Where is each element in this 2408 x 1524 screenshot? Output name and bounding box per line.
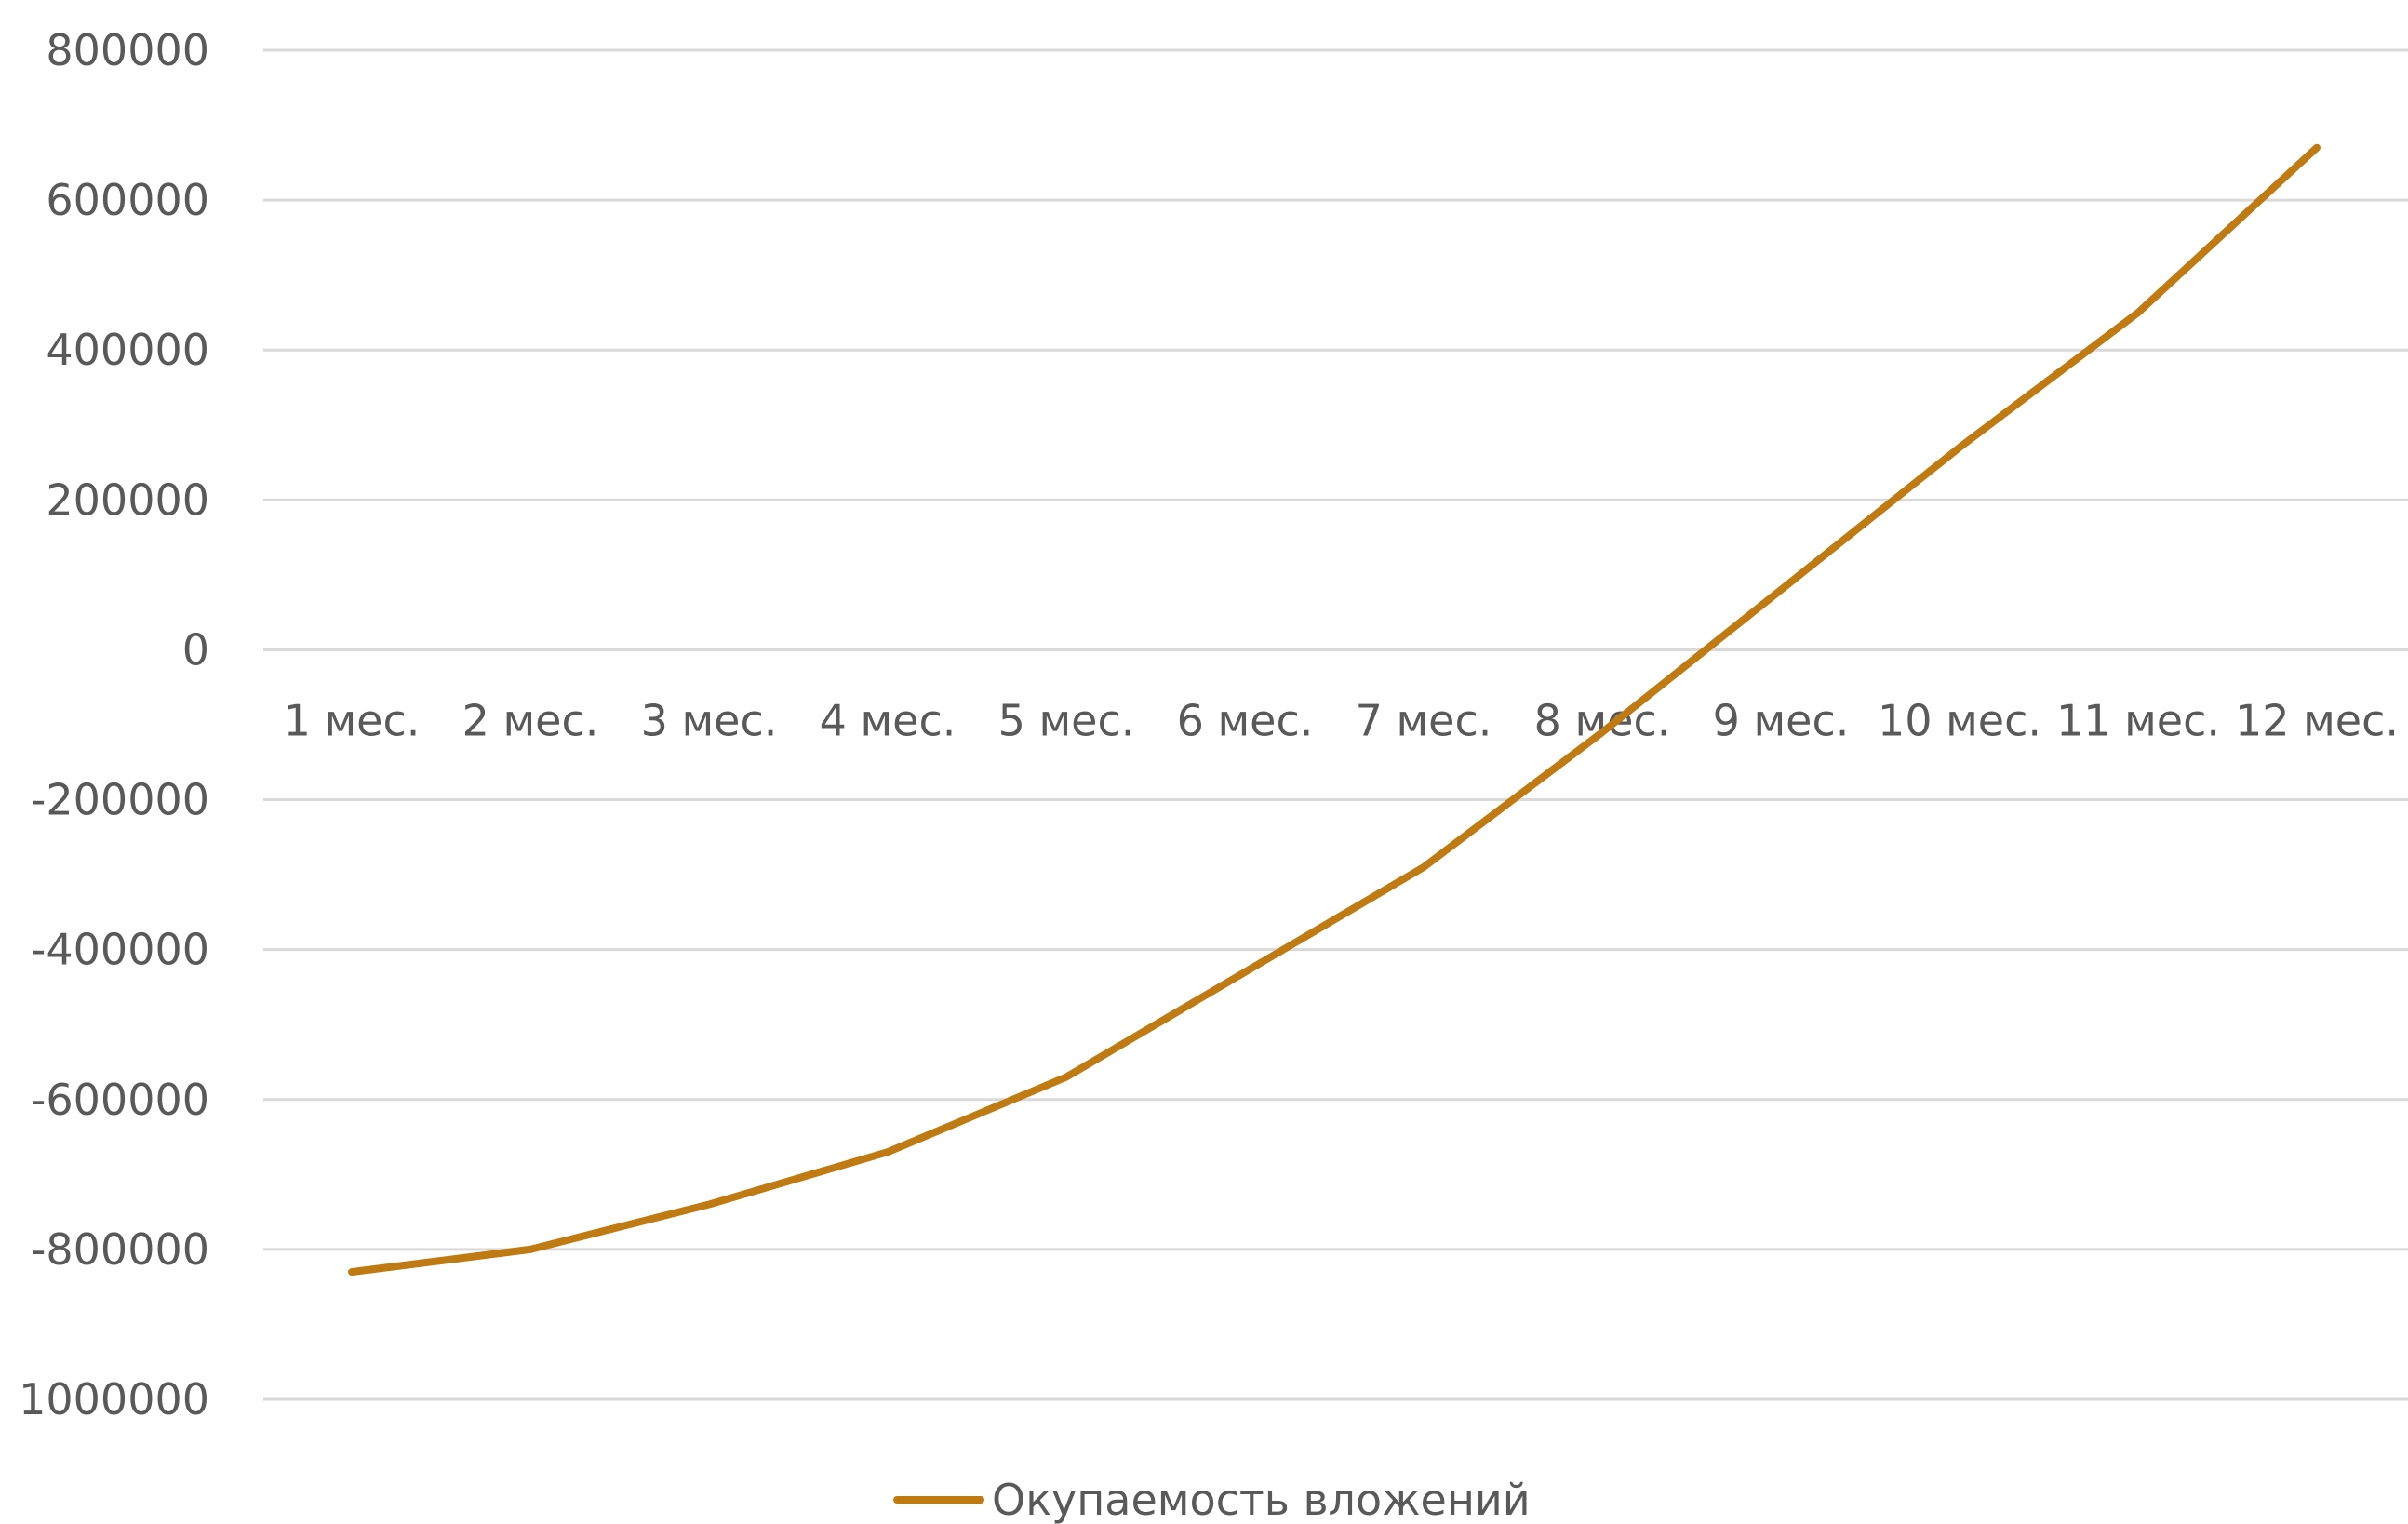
legend: Окупаемость вложений [893,1475,1531,1524]
y-tick-label: 400000 [46,325,209,375]
series-lines [348,143,2321,1277]
x-tick-label: 1 мес. [284,695,421,745]
x-tick-label: 4 мес. [820,695,957,745]
y-tick-label: 600000 [46,175,209,225]
y-axis-tick-labels: 800000 600000 400000 200000 0 -200000 -400000 -… [19,25,209,1424]
x-tick-label: 11 мес. [2056,695,2220,745]
gridlines [263,48,2408,1401]
y-tick-label: 1000000 [19,1374,209,1424]
x-tick-label: 7 мес. [1356,695,1492,745]
x-tick-label: 3 мес. [641,695,778,745]
x-tick-label: 2 мес. [462,695,599,745]
x-tick-label: 10 мес. [1878,695,2041,745]
x-tick-label: 12 мес. [2235,695,2399,745]
y-tick-label: -600000 [31,1075,209,1125]
x-tick-label: 8 мес. [1534,695,1671,745]
x-tick-label: 9 мес. [1713,695,1850,745]
x-tick-label: 5 мес. [998,695,1135,745]
y-tick-label: -400000 [31,925,209,975]
y-tick-label: -200000 [31,775,209,825]
x-tick-label: 6 мес. [1177,695,1314,745]
y-tick-label: 800000 [46,25,209,75]
y-tick-label: 0 [182,624,209,675]
series-line [348,143,2321,1277]
legend-label: Окупаемость вложений [992,1475,1531,1524]
x-axis-tick-labels: 1 мес. 2 мес. 3 мес. 4 мес. 5 мес. 6 мес. 7 ме… [284,695,2399,745]
y-tick-label: 200000 [46,475,209,525]
y-tick-label: -800000 [31,1224,209,1275]
